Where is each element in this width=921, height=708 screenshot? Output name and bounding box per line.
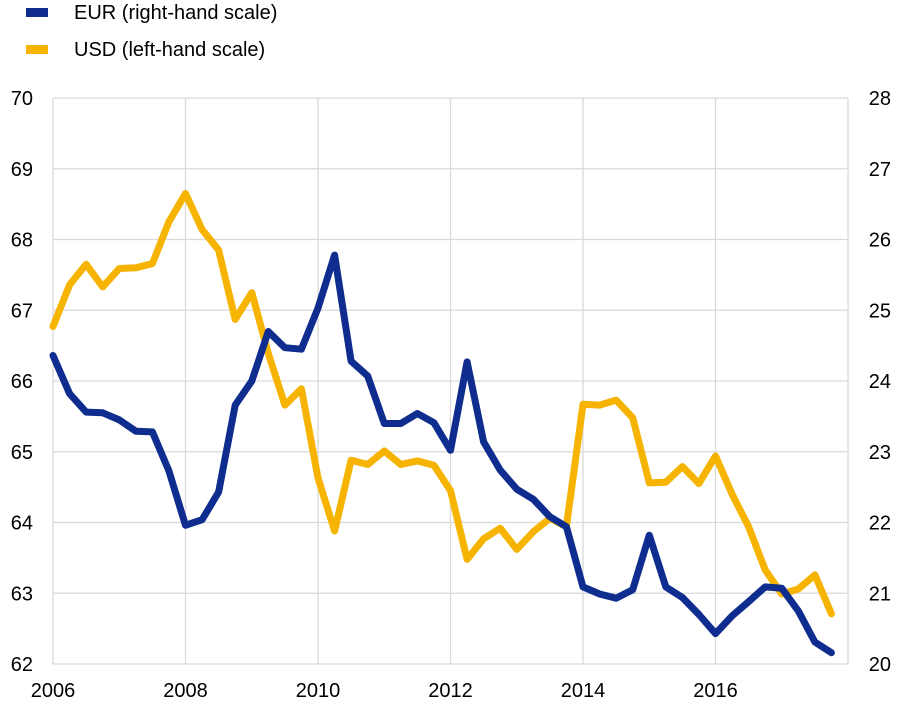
y-left-tick-label: 65 <box>11 442 33 464</box>
x-tick-label: 2016 <box>693 680 738 702</box>
y-left-tick-label: 68 <box>11 230 33 252</box>
y-right-tick-label: 20 <box>869 654 891 676</box>
y-left-tick-label: 70 <box>11 88 33 110</box>
legend-label-eur: EUR (right-hand scale) <box>74 2 277 24</box>
x-tick-label: 2010 <box>296 680 341 702</box>
series-layer <box>49 190 835 657</box>
legend-label-usd: USD (left-hand scale) <box>74 39 265 61</box>
usd-series-line <box>49 190 835 618</box>
y-left-tick-label: 63 <box>11 583 33 605</box>
y-left-tick-label: 64 <box>11 513 33 535</box>
legend: EUR (right-hand scale) USD (left-hand sca… <box>26 2 277 61</box>
y-right-tick-label: 26 <box>869 230 891 252</box>
y-left-tick-label: 62 <box>11 654 33 676</box>
axis-layer: 62 20 63 21 64 22 65 23 66 24 67 25 68 26 69 27 70 28 2006… <box>11 88 891 702</box>
y-right-tick-label: 23 <box>869 442 891 464</box>
legend-swatch-eur <box>26 8 48 17</box>
x-tick-label: 2014 <box>561 680 606 702</box>
y-left-tick-label: 69 <box>11 159 33 181</box>
y-left-tick-label: 67 <box>11 300 33 322</box>
grid-layer <box>52 97 849 665</box>
x-tick-label: 2008 <box>163 680 208 702</box>
y-right-tick-label: 22 <box>869 513 891 535</box>
y-right-tick-label: 25 <box>869 300 891 322</box>
y-right-tick-label: 24 <box>869 371 891 393</box>
y-right-tick-label: 28 <box>869 88 891 110</box>
y-right-tick-label: 27 <box>869 159 891 181</box>
y-left-tick-label: 66 <box>11 371 33 393</box>
eur-series-line <box>49 251 835 657</box>
legend-swatch-usd <box>26 45 48 54</box>
y-right-tick-label: 21 <box>869 583 891 605</box>
x-tick-label: 2006 <box>31 680 76 702</box>
x-tick-label: 2012 <box>428 680 473 702</box>
